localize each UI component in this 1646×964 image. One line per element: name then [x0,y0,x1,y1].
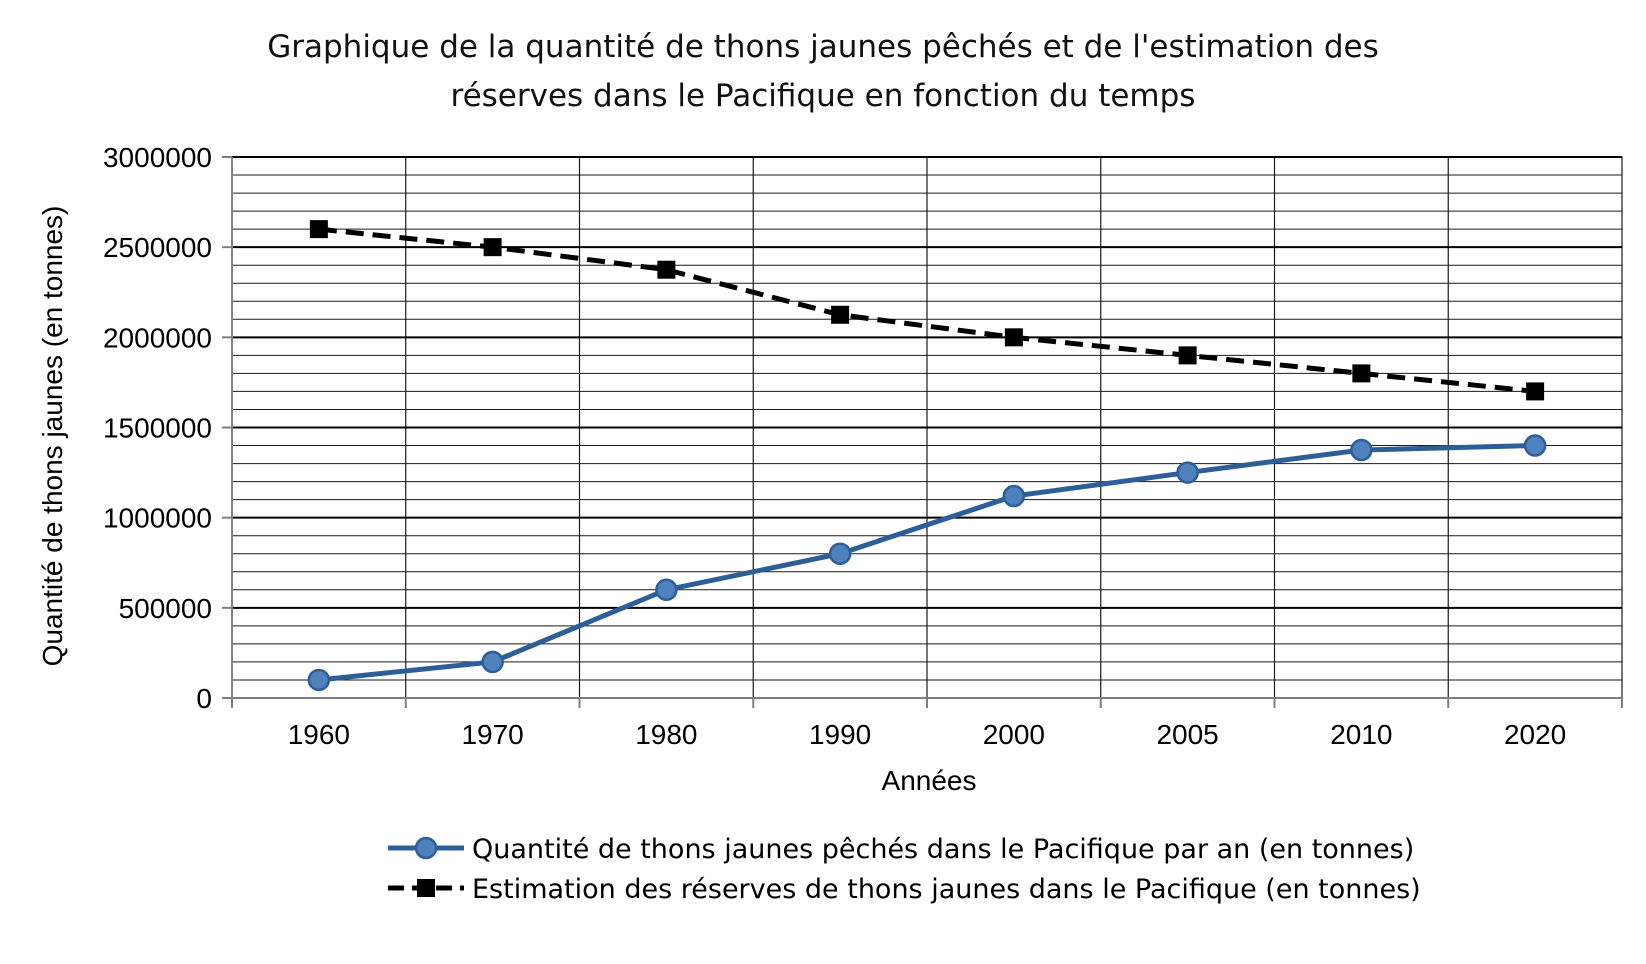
legend-item-catch: Quantité de thons jaunes pêchés dans le … [388,834,1414,865]
x-tick-label: 1980 [635,719,697,750]
x-tick-label: 2020 [1504,719,1566,750]
legend-reserves-marker [417,879,435,897]
legend: Quantité de thons jaunes pêchés dans le … [388,834,1421,905]
series-layer [307,220,1547,692]
series-0-point [1176,461,1199,484]
y-axis-title: Quantité de thons jaunes (en tonnes) [37,206,68,667]
axes [222,156,1623,708]
legend-catch-marker [414,836,438,860]
chart-title-line-2: réserves dans le Pacifique en fonction d… [451,78,1196,114]
x-tick-label: 1970 [461,719,523,750]
x-tick-label: 1990 [809,719,871,750]
series-1-point [1004,328,1023,347]
chart-title-line-1: Graphique de la quantité de thons jaunes… [267,29,1379,65]
y-tick-label: 1000000 [103,503,212,534]
y-tick-label: 500000 [119,593,212,624]
series-0-point [655,578,678,602]
x-tick-label: 2005 [1156,719,1218,750]
x-axis-title: Années [882,765,977,796]
series-0-point [1002,484,1026,508]
y-tick-labels: 0 500000 1000000 1500000 2000000 2500000 30000… [103,142,212,714]
y-tick-label: 3000000 [103,142,212,173]
series-1-point [483,238,502,257]
series-0-point [307,668,331,692]
major-gridlines [232,156,1622,609]
x-tick-label: 1960 [288,719,350,750]
x-tick-label: 2000 [983,719,1045,750]
y-tick-label: 2000000 [103,322,212,353]
legend-catch-label: Quantité de thons jaunes pêchés dans le … [472,834,1414,865]
series-0-line [318,443,1536,683]
series-1-point [1352,364,1371,383]
series-1-line [318,226,1536,394]
legend-reserves-label: Estimation des réserves de thons jaunes … [472,874,1421,905]
series-1-point [309,220,328,239]
series-0-point [481,650,504,674]
series-1-point [1178,346,1197,365]
series-0-point [1523,434,1547,457]
series-0-point [1350,438,1373,462]
y-tick-label: 2500000 [103,232,212,263]
x-tick-labels: 1960 1970 1980 1990 2000 2005 2010 2020 [288,719,1567,750]
series-1-point [1526,382,1545,401]
legend-item-reserves: Estimation des réserves de thons jaunes … [388,874,1421,905]
y-tick-label: 1500000 [103,413,212,444]
y-tick-label: 0 [196,683,212,714]
series-1-point [831,305,850,324]
x-tick-label: 2010 [1330,719,1392,750]
series-0-point [828,542,852,565]
series-1-point [657,260,676,279]
